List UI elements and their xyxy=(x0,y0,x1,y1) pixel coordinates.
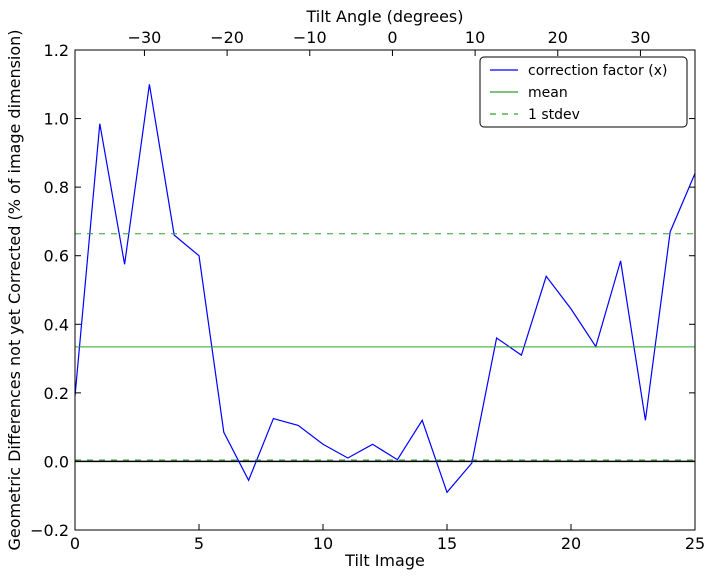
top-tick-label: −30 xyxy=(128,28,162,47)
plot-background xyxy=(75,50,695,530)
y-tick-label: 1.0 xyxy=(44,110,69,129)
top-tick-label: 20 xyxy=(548,28,568,47)
legend: correction factor (x) mean 1 stdev xyxy=(479,56,688,128)
x-tick-label: 5 xyxy=(194,534,204,553)
x-tick-label: 25 xyxy=(685,534,705,553)
top-tick-label: 0 xyxy=(387,28,397,47)
y-tick-label: 0.8 xyxy=(44,178,69,197)
legend-label: correction factor (x) xyxy=(528,63,667,79)
x-tick-label: 10 xyxy=(313,534,333,553)
top-tick-label: −20 xyxy=(210,28,244,47)
legend-label: mean xyxy=(528,85,568,101)
legend-box xyxy=(479,56,688,128)
y-axis-label: Geometric Differences not yet Corrected … xyxy=(5,29,24,550)
x-tick-label: 20 xyxy=(561,534,581,553)
y-tick-label: 0.4 xyxy=(44,315,69,334)
plot-frame xyxy=(74,49,696,531)
y-tick-label: 1.2 xyxy=(44,41,69,60)
plot-area xyxy=(75,50,695,530)
top-tick-label: −10 xyxy=(293,28,327,47)
series-line-correction-factor xyxy=(75,84,695,494)
top-tick-label: 30 xyxy=(630,28,650,47)
y-tick-label: 0.6 xyxy=(44,247,69,266)
y-tick-label: 0.2 xyxy=(44,384,69,403)
x-tick-label: 15 xyxy=(437,534,457,553)
top-tick-label: 10 xyxy=(465,28,485,47)
y-tick-label: −0.2 xyxy=(30,521,69,540)
y-tick-label: 0.0 xyxy=(44,452,69,471)
x-axis-label: Tilt Image xyxy=(344,551,425,570)
x-tick-label: 0 xyxy=(70,534,80,553)
legend-label: 1 stdev xyxy=(528,107,580,123)
series-layer xyxy=(75,84,695,494)
ticks-layer: 0 5 10 15 20 25 −30 −20 −10 0 10 20 30 −0.2 0.0 0.2 0.4 0… xyxy=(30,28,705,553)
top-axis-label: Tilt Angle (degrees) xyxy=(305,7,463,26)
